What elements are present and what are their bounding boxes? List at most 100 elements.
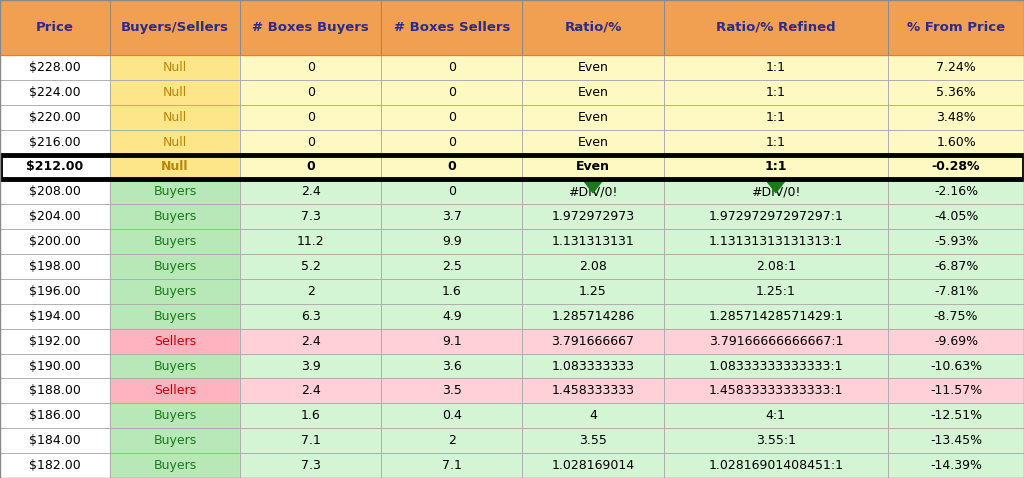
Text: 3.55: 3.55: [579, 434, 607, 447]
Bar: [381, 254, 522, 279]
Bar: [241, 428, 381, 453]
Bar: [241, 179, 381, 204]
Bar: [381, 130, 522, 154]
Text: 9.9: 9.9: [442, 235, 462, 248]
Bar: [522, 55, 664, 80]
Bar: [241, 354, 381, 379]
Bar: [888, 105, 1024, 130]
Bar: [381, 154, 522, 179]
Bar: [381, 304, 522, 329]
Text: 1.6: 1.6: [442, 285, 462, 298]
Bar: [241, 229, 381, 254]
Bar: [522, 428, 664, 453]
Text: 11.2: 11.2: [297, 235, 325, 248]
Bar: [664, 154, 888, 179]
Bar: [110, 229, 241, 254]
Text: $204.00: $204.00: [29, 210, 81, 223]
Bar: [110, 453, 241, 478]
Bar: [110, 80, 241, 105]
Bar: [522, 80, 664, 105]
Bar: [522, 154, 664, 179]
Text: 1.083333333: 1.083333333: [552, 359, 635, 372]
Bar: [0, 55, 110, 80]
Text: 1.25:1: 1.25:1: [756, 285, 796, 298]
Bar: [0, 354, 110, 379]
Bar: [381, 428, 522, 453]
Bar: [664, 80, 888, 105]
Text: 0: 0: [447, 61, 456, 74]
Bar: [522, 254, 664, 279]
Text: 0: 0: [447, 185, 456, 198]
Bar: [664, 229, 888, 254]
Bar: [381, 254, 522, 279]
Text: 1.45833333333333:1: 1.45833333333333:1: [709, 384, 843, 397]
Bar: [0, 354, 110, 379]
Text: 3.5: 3.5: [442, 384, 462, 397]
Text: 1.02816901408451:1: 1.02816901408451:1: [709, 459, 844, 472]
Text: 2.08:1: 2.08:1: [756, 260, 796, 273]
Bar: [381, 0, 522, 55]
Bar: [888, 304, 1024, 329]
Text: 1:1: 1:1: [766, 136, 785, 149]
Bar: [241, 379, 381, 403]
Bar: [664, 453, 888, 478]
Bar: [110, 354, 241, 379]
Text: 4: 4: [589, 409, 597, 422]
Text: 1.13131313131313:1: 1.13131313131313:1: [709, 235, 843, 248]
Bar: [0, 329, 110, 354]
Bar: [664, 379, 888, 403]
Text: 7.24%: 7.24%: [936, 61, 976, 74]
Bar: [110, 130, 241, 154]
Text: -13.45%: -13.45%: [930, 434, 982, 447]
Text: 3.55:1: 3.55:1: [756, 434, 796, 447]
Bar: [664, 329, 888, 354]
Bar: [522, 354, 664, 379]
Text: -11.57%: -11.57%: [930, 384, 982, 397]
Bar: [381, 428, 522, 453]
Bar: [241, 403, 381, 428]
Bar: [0, 204, 110, 229]
Bar: [888, 80, 1024, 105]
Text: -7.81%: -7.81%: [934, 285, 978, 298]
Bar: [522, 229, 664, 254]
Bar: [0, 403, 110, 428]
Bar: [888, 329, 1024, 354]
Bar: [0, 279, 110, 304]
Text: -8.75%: -8.75%: [934, 310, 978, 323]
Bar: [0, 229, 110, 254]
Bar: [888, 55, 1024, 80]
Bar: [522, 55, 664, 80]
Text: Buyers: Buyers: [154, 459, 197, 472]
Text: -14.39%: -14.39%: [930, 459, 982, 472]
Bar: [522, 204, 664, 229]
Bar: [664, 279, 888, 304]
Bar: [664, 428, 888, 453]
Bar: [0, 304, 110, 329]
Bar: [0, 254, 110, 279]
Text: $188.00: $188.00: [29, 384, 81, 397]
Bar: [381, 279, 522, 304]
Bar: [522, 279, 664, 304]
Bar: [888, 279, 1024, 304]
Bar: [888, 204, 1024, 229]
Bar: [664, 453, 888, 478]
Text: 7.3: 7.3: [301, 210, 321, 223]
Bar: [522, 179, 664, 204]
Text: Even: Even: [578, 61, 608, 74]
Text: 7.1: 7.1: [442, 459, 462, 472]
Bar: [110, 204, 241, 229]
Bar: [0, 379, 110, 403]
Text: 0: 0: [307, 136, 314, 149]
Text: 2: 2: [307, 285, 314, 298]
Text: Buyers: Buyers: [154, 235, 197, 248]
Text: Buyers: Buyers: [154, 434, 197, 447]
Text: 5.36%: 5.36%: [936, 86, 976, 99]
Bar: [888, 379, 1024, 403]
Bar: [664, 179, 888, 204]
Text: 1.285714286: 1.285714286: [551, 310, 635, 323]
Bar: [888, 105, 1024, 130]
Text: Buyers: Buyers: [154, 409, 197, 422]
Bar: [381, 80, 522, 105]
Bar: [522, 179, 664, 204]
Bar: [381, 229, 522, 254]
